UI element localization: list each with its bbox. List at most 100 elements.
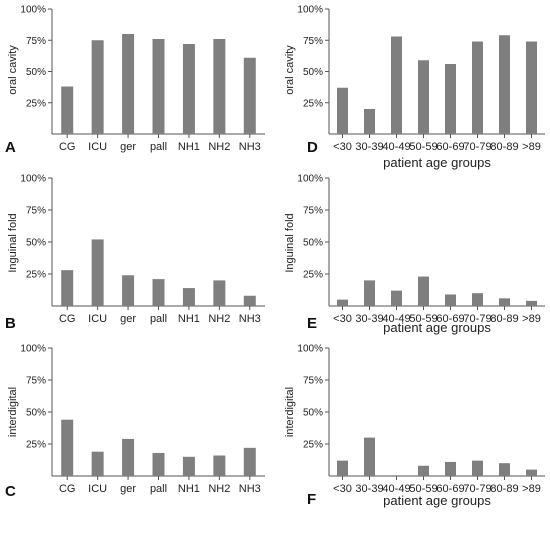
panel-a-category-label: NH1	[178, 141, 200, 153]
panel-c-letter: C	[5, 483, 16, 500]
panel-b-y-axis-label: Inguinal fold	[7, 213, 19, 272]
panel-a-y-axis-label: oral cavity	[7, 45, 19, 95]
panel-e-bar	[499, 298, 510, 306]
panel-e-bar	[472, 293, 483, 306]
panel-e-category-label: >89	[522, 313, 541, 325]
panel-b-ytick-label: 50%	[26, 238, 46, 249]
panel-e-ytick-label: 100%	[297, 174, 323, 185]
panel-b-category-label: NH1	[178, 313, 200, 325]
panel-f-category-label: 50-59	[409, 483, 437, 495]
panel-a-bar	[213, 39, 226, 134]
panel-c-category-label: pall	[150, 483, 167, 495]
panel-e-category-label: 30-39	[355, 313, 383, 325]
panel-f-category-label: 60-69	[436, 483, 464, 495]
panel-a-bar	[243, 57, 256, 134]
panel-e-ytick-label: 25%	[303, 270, 323, 281]
panel-a-category-label: ICU	[88, 141, 107, 153]
panel-c-category-label: ICU	[88, 483, 107, 495]
panel-f-bar	[472, 460, 483, 476]
panel-e-bar	[445, 294, 456, 306]
panel-e-category-label: 40-49	[382, 313, 410, 325]
panel-d-ytick-label: 75%	[303, 36, 323, 47]
panel-e-bar	[337, 299, 348, 306]
panel-d-ytick-label: 25%	[303, 98, 323, 109]
panel-c-bar	[243, 447, 256, 476]
panel-b-category-label: ICU	[88, 313, 107, 325]
panel-f-bar	[418, 465, 429, 476]
panel-d-letter: D	[307, 139, 318, 156]
panel-f-y-axis-label: interdigital	[284, 387, 296, 437]
panel-e-category-label: 80-89	[490, 313, 518, 325]
panel-c-bar	[213, 455, 226, 476]
panel-f-category-label: 40-49	[382, 483, 410, 495]
panel-c-ytick-label: 25%	[26, 440, 46, 451]
panel-a-category-label: NH2	[208, 141, 230, 153]
panel-c-category-label: ger	[120, 483, 136, 495]
panel-e-category-label: <30	[333, 313, 352, 325]
panel-c-category-label: NH2	[208, 483, 230, 495]
panel-d-category-label: <30	[333, 141, 352, 153]
panel-a-category-label: CG	[59, 141, 76, 153]
panel-e-bar	[418, 276, 429, 306]
panel-b-category-label: NH2	[208, 313, 230, 325]
panel-f-x-axis-title: patient age groups	[383, 493, 491, 508]
panel-b-bar	[122, 275, 135, 306]
panel-a-category-label: pall	[150, 141, 167, 153]
panel-d-bar	[445, 64, 456, 134]
panel-e-category-label: 70-79	[463, 313, 491, 325]
panel-f-bar	[445, 461, 456, 476]
panel-d-category-label: >89	[522, 141, 541, 153]
panel-e-bar	[526, 300, 537, 306]
panel-f-ytick-label: 100%	[297, 344, 323, 355]
panel-b-category-label: pall	[150, 313, 167, 325]
panel-f-category-label: <30	[333, 483, 352, 495]
panel-d-bar	[391, 36, 402, 134]
panel-d-bar	[499, 35, 510, 134]
panel-a-letter: A	[5, 139, 16, 156]
panel-f-letter: F	[307, 491, 316, 508]
panel-d-bar	[418, 60, 429, 134]
panel-f-bar	[526, 469, 537, 476]
panel-b-category-label: CG	[59, 313, 76, 325]
panel-f-ytick-label: 25%	[303, 440, 323, 451]
panel-d-category-label: 40-49	[382, 141, 410, 153]
panel-f-bar	[499, 463, 510, 476]
panel-e-x-axis-title: patient age groups	[383, 320, 491, 335]
panel-f-bar	[337, 460, 348, 476]
panel-d-category-label: 80-89	[490, 141, 518, 153]
panel-a-ytick-label: 25%	[26, 98, 46, 109]
panel-c-bar	[61, 419, 74, 476]
panel-d-category-label: 50-59	[409, 141, 437, 153]
panel-b-ytick-label: 100%	[20, 174, 46, 185]
panel-c-bar	[122, 438, 135, 476]
panel-d-category-label: 70-79	[463, 141, 491, 153]
panel-e-letter: E	[307, 315, 317, 332]
panel-f-bar	[364, 437, 375, 476]
panel-e-y-axis-label: Inguinal fold	[284, 213, 296, 272]
panel-a-ytick-label: 50%	[26, 67, 46, 78]
panel-a-bar	[182, 44, 195, 134]
panel-b-bar	[213, 280, 226, 306]
panel-c-ytick-label: 100%	[20, 344, 46, 355]
panel-d-y-axis-label: oral cavity	[284, 45, 296, 95]
panel-b-letter: B	[5, 315, 16, 332]
panel-f-ytick-label: 75%	[303, 376, 323, 387]
panel-e-ytick-label: 75%	[303, 206, 323, 217]
panel-d-bar	[472, 41, 483, 134]
panel-b-bar	[182, 288, 195, 306]
panel-f-ytick-label: 50%	[303, 408, 323, 419]
panel-e-category-label: 50-59	[409, 313, 437, 325]
panel-c-category-label: NH3	[239, 483, 261, 495]
panel-d-bar	[337, 87, 348, 134]
panel-a-ytick-label: 100%	[20, 5, 46, 16]
panel-b-category-label: NH3	[239, 313, 261, 325]
panel-d-category-label: 60-69	[436, 141, 464, 153]
panel-c-bar	[182, 456, 195, 476]
panel-a-bar	[91, 40, 104, 134]
panel-e-bar	[391, 290, 402, 306]
panel-c-ytick-label: 75%	[26, 376, 46, 387]
panel-d-x-axis-title: patient age groups	[383, 155, 491, 170]
panel-c-y-axis-label: interdigital	[7, 387, 19, 437]
panel-c-bar	[152, 452, 165, 476]
